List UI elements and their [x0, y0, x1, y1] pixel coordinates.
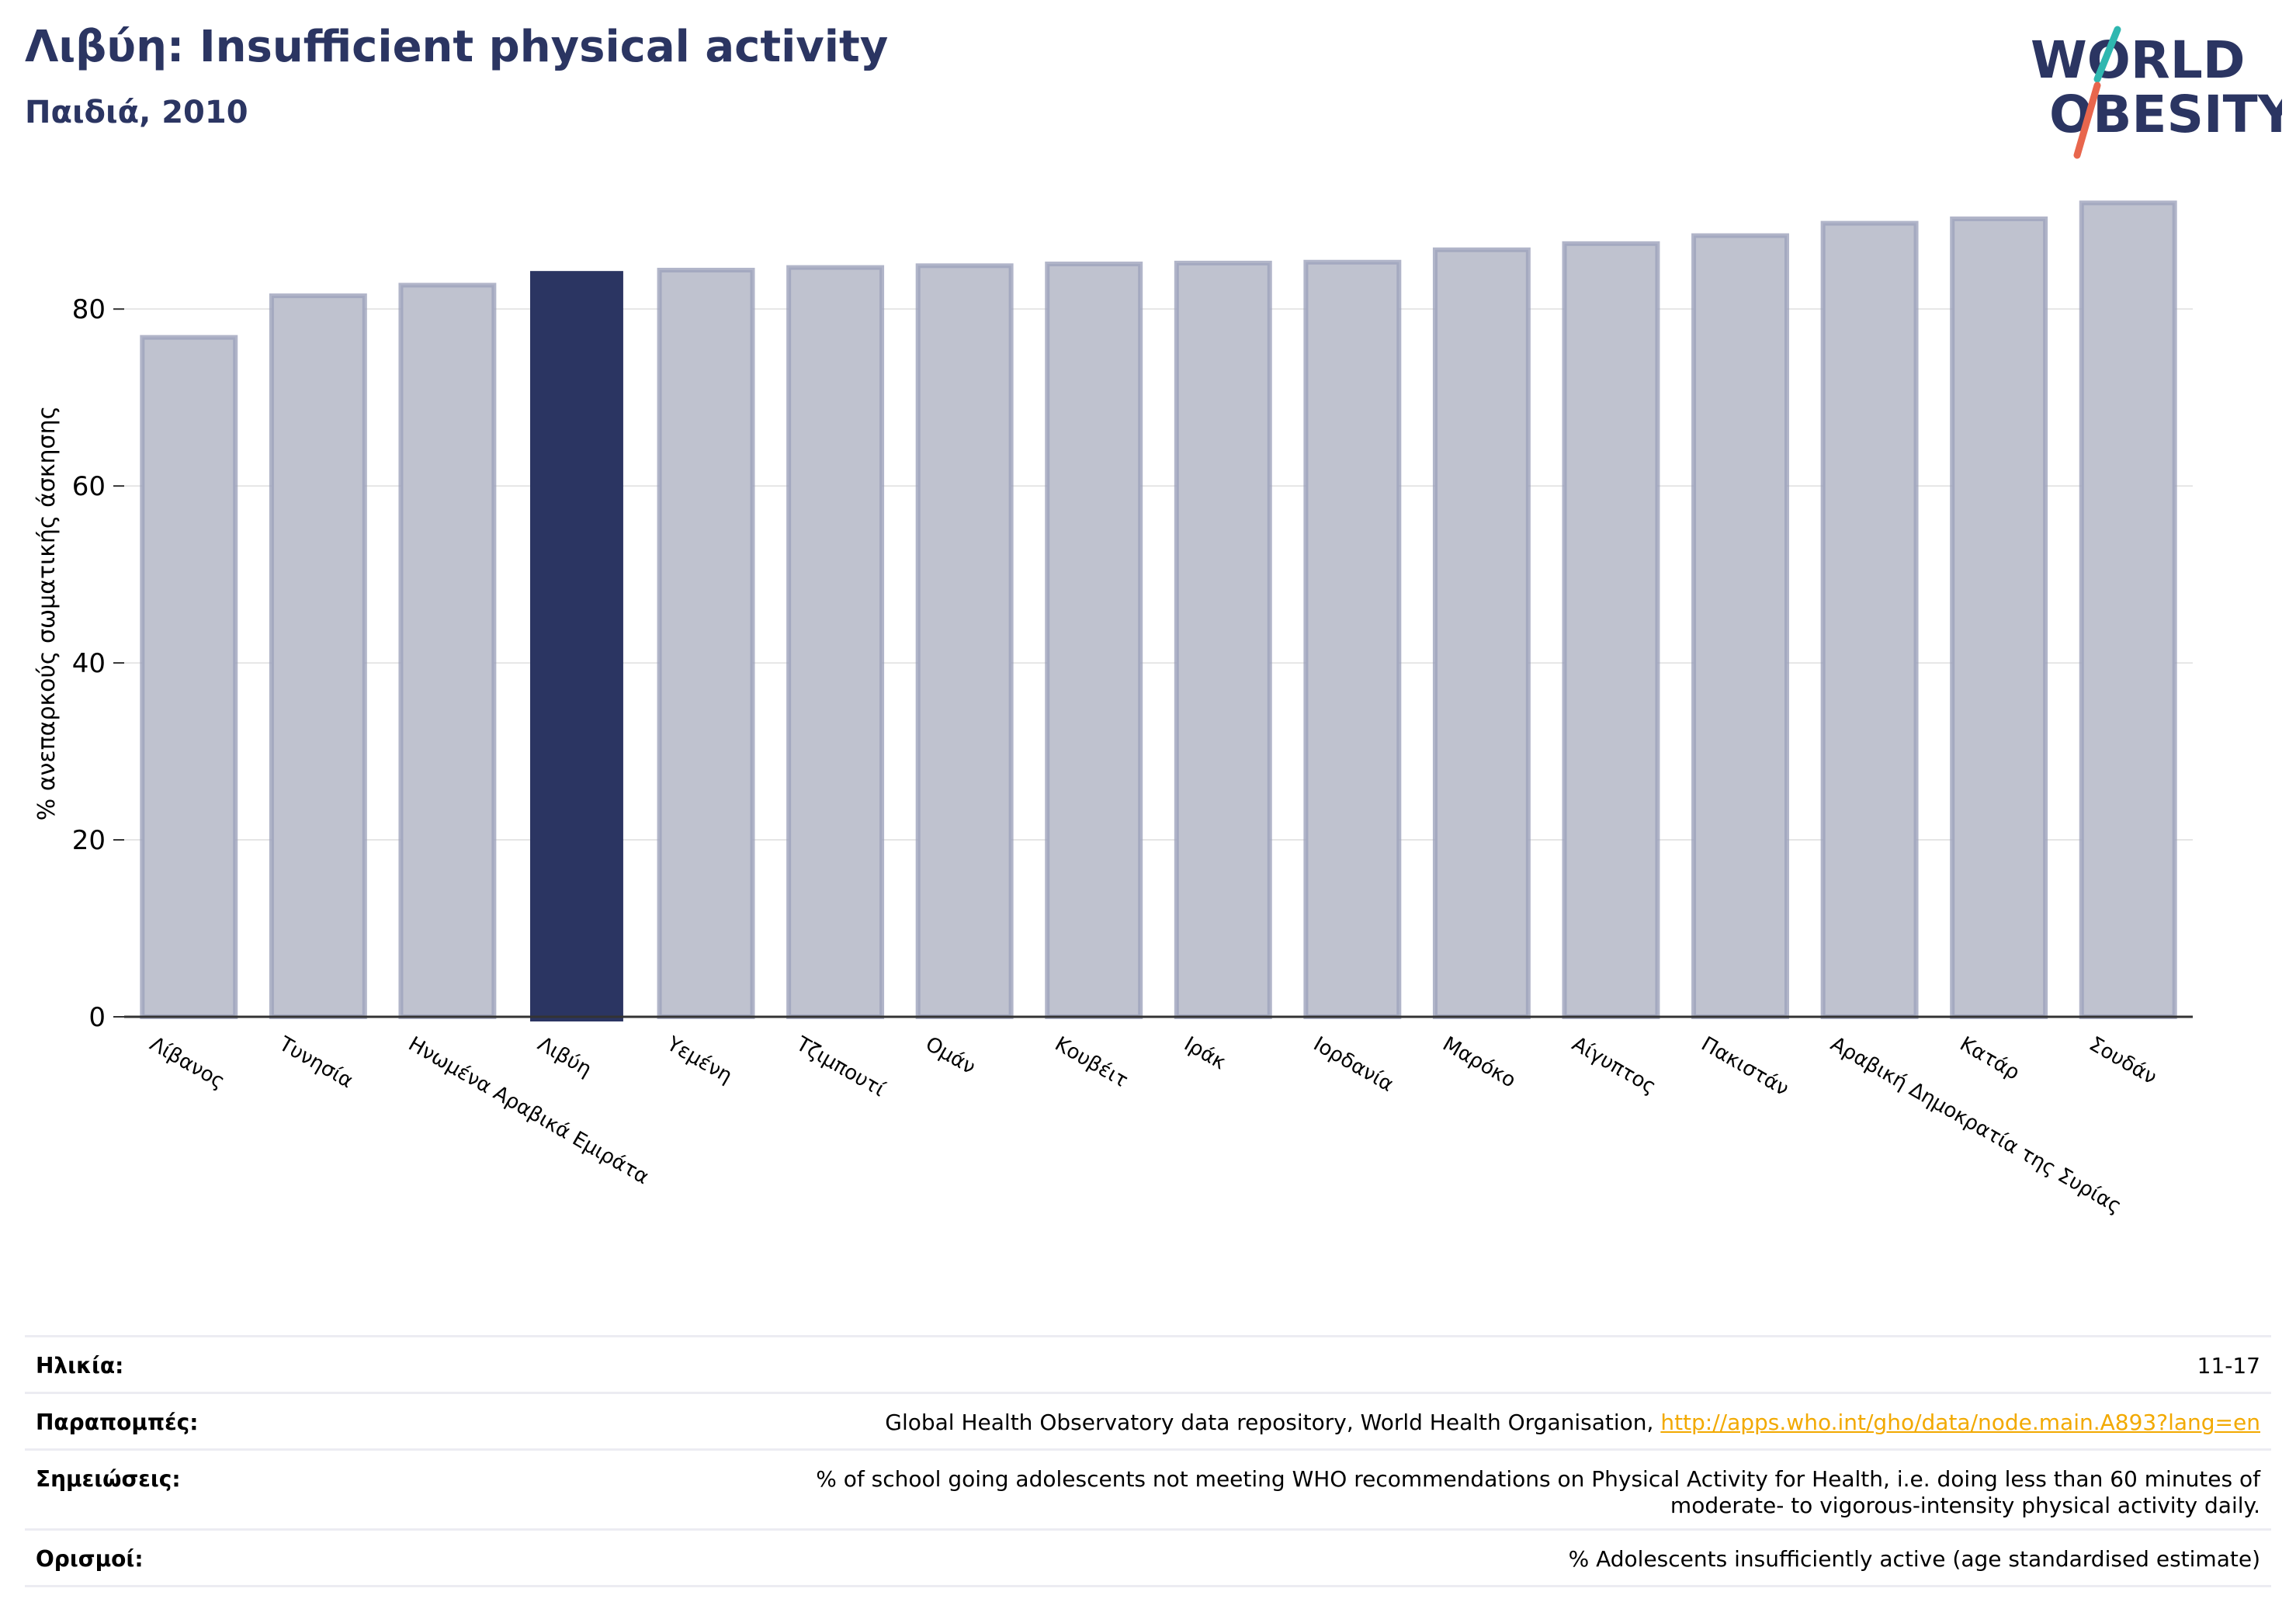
bar-10[interactable]	[1432, 247, 1531, 1019]
y-axis-label: % ανεπαρκούς σωματικής άσκησης	[33, 406, 61, 820]
bar-9[interactable]	[1303, 259, 1402, 1019]
world-obesity-logo: WORLD OBESITY	[2031, 26, 2282, 159]
x-tick-label: Ιράκ	[1180, 1032, 1230, 1074]
bar-3[interactable]	[530, 271, 623, 1022]
svg-text:WORLD: WORLD	[2031, 30, 2246, 90]
references-text: Global Health Observatory data repositor…	[885, 1410, 1661, 1435]
meta-label-notes: Σημειώσεις:	[36, 1466, 181, 1492]
x-tick-label: Ηνωμένα Αραβικά Εμιράτα	[404, 1032, 653, 1189]
bar-6[interactable]	[915, 263, 1014, 1019]
meta-value-definitions: % Adolescents insufficiently active (age…	[1568, 1546, 2260, 1572]
bar-8[interactable]	[1174, 260, 1272, 1020]
references-link[interactable]: http://apps.who.int/gho/data/node.main.A…	[1660, 1410, 2260, 1435]
bar-0[interactable]	[140, 335, 238, 1020]
bar-7[interactable]	[1045, 262, 1143, 1019]
x-tick-label: Μαρόκο	[1438, 1032, 1519, 1093]
x-tick-label: Ιορδανία	[1309, 1032, 1397, 1097]
meta-value-notes: % of school going adolescents not meetin…	[816, 1466, 2260, 1519]
meta-label-age: Ηλικία:	[36, 1353, 124, 1379]
bar-15[interactable]	[2079, 200, 2177, 1020]
meta-label-definitions: Ορισμοί:	[36, 1546, 144, 1572]
meta-row-definitions: Ορισμοί: % Adolescents insufficiently ac…	[25, 1528, 2271, 1587]
meta-row-age: Ηλικία: 11-17	[25, 1335, 2271, 1392]
metadata-table: Ηλικία: 11-17 Παραπομπές: Global Health …	[25, 1335, 2271, 1587]
chart-subtitle: Παιδιά, 2010	[25, 95, 248, 130]
x-tick-label: Κατάρ	[1956, 1032, 2024, 1085]
x-tick-label: Ομάν	[921, 1032, 979, 1079]
x-tick-label: Αίγυπτος	[1568, 1032, 1660, 1099]
x-tick-label: Λίβανος	[146, 1032, 229, 1094]
y-tick-label: 0	[88, 1002, 106, 1033]
bar-chart: 0 20 40 60 80 Λίβανος Τυνησία Ηνωμένα Αραβικά Ε…	[33, 200, 2193, 1219]
x-tick-label: Τυνησία	[274, 1032, 356, 1094]
notes-line-2: moderate- to vigorous-intensity physical…	[1670, 1493, 2260, 1518]
meta-value-references: Global Health Observatory data repositor…	[885, 1410, 2260, 1436]
meta-row-references: Παραπομπές: Global Health Observatory da…	[25, 1392, 2271, 1448]
x-tick-label: Κουβέιτ	[1051, 1032, 1132, 1093]
x-tick-label: Τζιμπουτί	[792, 1032, 890, 1102]
axes	[113, 308, 2193, 1018]
bar-14[interactable]	[1950, 216, 2048, 1020]
y-tick-label: 60	[72, 471, 106, 502]
bar-12[interactable]	[1691, 233, 1789, 1019]
bar-1[interactable]	[269, 293, 367, 1019]
bars	[140, 200, 2177, 1022]
chart-title: Λιβύη: Insufficient physical activity	[25, 22, 889, 72]
meta-row-notes: Σημειώσεις: % of school going adolescent…	[25, 1448, 2271, 1528]
y-tick-label: 80	[72, 294, 106, 325]
bar-2[interactable]	[398, 283, 497, 1020]
bar-5[interactable]	[786, 265, 885, 1019]
x-tick-label: Υεμένη	[662, 1032, 736, 1088]
y-tick-label: 40	[72, 648, 106, 679]
bar-13[interactable]	[1820, 220, 1919, 1019]
y-tick-label: 20	[72, 825, 106, 856]
meta-label-references: Παραπομπές:	[36, 1410, 199, 1435]
x-tick-label: Λιβύη	[533, 1032, 595, 1081]
bar-11[interactable]	[1562, 241, 1660, 1019]
bar-4[interactable]	[657, 268, 755, 1020]
meta-value-age: 11-17	[2197, 1353, 2260, 1379]
x-tick-label: Σουδάν	[2085, 1032, 2160, 1089]
x-tick-label: Πακιστάν	[1698, 1032, 1793, 1101]
notes-line-1: % of school going adolescents not meetin…	[816, 1466, 2260, 1492]
